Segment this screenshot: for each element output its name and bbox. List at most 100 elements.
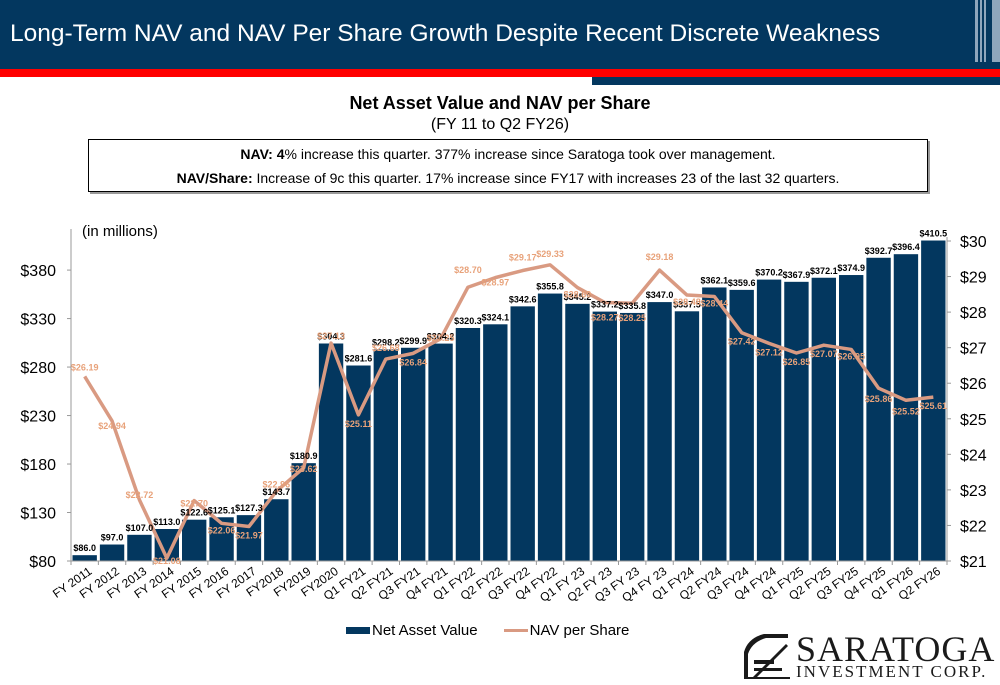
bar [455, 327, 481, 561]
summary-box: NAV: 4% increase this quarter. 377% incr… [88, 139, 928, 192]
line-value-label: $27.25 [427, 333, 455, 343]
line-value-label: $22.96 [263, 479, 291, 489]
logo-name: SARATOGA [796, 629, 996, 669]
bar-value-label: $299.9 [399, 336, 427, 346]
line-value-label: $28.48 [673, 297, 701, 307]
left-tick-label: $180 [20, 457, 56, 474]
bar-value-label: $143.7 [263, 487, 291, 497]
bar [702, 287, 727, 561]
header-decoration [980, 0, 982, 62]
left-tick-label: $80 [29, 554, 56, 571]
legend-label-nav-per-share: NAV per Share [529, 622, 630, 639]
left-tick-label: $330 [20, 312, 56, 329]
bar [565, 303, 590, 561]
bar-value-label: $374.9 [837, 263, 865, 273]
bar [756, 279, 782, 561]
bar [811, 277, 836, 561]
line-value-label: $28.25 [618, 313, 646, 323]
bar-value-label: $180.9 [290, 451, 318, 461]
bar-value-label: $97.0 [101, 533, 124, 543]
nav-summary-label: NAV: [240, 146, 273, 162]
right-tick-label: $24 [960, 447, 987, 464]
bar [291, 463, 316, 561]
line-series [83, 263, 934, 560]
legend-swatch-line [503, 629, 528, 632]
data-labels: $86.0 $97.0$107.0$113.0$122.6 $125.1 $127.3… [71, 229, 947, 567]
bar [483, 324, 508, 561]
blue-accent-stripe [592, 77, 1000, 85]
right-tick-label: $23 [960, 483, 987, 500]
bar-value-label: $355.8 [536, 282, 564, 292]
line-value-label: $28.70 [454, 265, 482, 275]
bar-value-label: $304.2 [427, 332, 455, 342]
bar [647, 302, 672, 561]
saratoga-logo: SARATOGA INVESTMENT CORP. [740, 629, 996, 681]
line-value-label: $27.12 [755, 347, 783, 357]
logo-emblem-icon [744, 634, 790, 679]
chart-subtitle: (FY 11 to Q2 FY26) [430, 116, 570, 133]
bar-value-label: $337.2 [591, 300, 619, 310]
line-value-label: $26.84 [399, 357, 427, 367]
bar-value-label: $410.5 [920, 229, 948, 239]
line-value-label: $22.06 [208, 525, 236, 535]
units-label: (in millions) [82, 223, 158, 240]
red-accent-stripe [0, 69, 1000, 77]
bar-value-label: $392.7 [865, 246, 893, 256]
bar-value-label: $396.4 [892, 242, 920, 252]
bar-value-label: $359.6 [728, 278, 756, 288]
logo-subtitle: INVESTMENT CORP. [796, 662, 988, 681]
bar-value-label: $335.8 [618, 301, 646, 311]
line-value-label: $28.44 [701, 298, 729, 308]
line-value-label: $28.97 [482, 278, 510, 288]
right-tick-label: $28 [960, 305, 987, 322]
left-tick-label: $130 [20, 506, 56, 523]
bar [373, 349, 398, 561]
bar-value-label: $345.2 [564, 292, 592, 302]
nav-share-summary: NAV/Share: Increase of 9c this quarter. … [89, 170, 927, 186]
line-value-label: $29.18 [646, 252, 674, 262]
line-value-label: $22.70 [180, 499, 208, 509]
line-value-label: $28.27 [591, 313, 619, 323]
right-tick-label: $26 [960, 376, 987, 393]
left-tick-label: $280 [20, 360, 56, 377]
line-value-label: $26.19 [71, 362, 99, 372]
line-value-label: $29.17 [509, 253, 537, 263]
legend-item-nav: Net Asset Value [346, 622, 478, 639]
title-bar: Long-Term NAV and NAV Per Share Growth D… [0, 0, 1000, 69]
bar-value-label: $298.2 [372, 337, 400, 347]
header-decoration [975, 0, 978, 62]
line-value-label: $23.62 [290, 464, 318, 474]
bar-value-label: $122.6 [180, 508, 208, 518]
bar [428, 343, 453, 561]
right-tick-label: $25 [960, 412, 987, 429]
header-decoration [984, 0, 986, 62]
left-tick-label: $380 [20, 263, 56, 280]
bar-value-label: $324.1 [482, 312, 510, 322]
bar-value-label: $127.3 [235, 503, 263, 513]
line-value-label: $25.52 [892, 406, 920, 416]
bar-value-label: $281.6 [345, 354, 373, 364]
legend-item-nav-per-share: NAV per Share [503, 622, 630, 639]
nav-share-summary-text: Increase of 9c this quarter. 17% increas… [252, 170, 840, 186]
left-tick-label: $230 [20, 409, 56, 426]
chart-title: Net Asset Value and NAV per Share [349, 93, 651, 113]
bar-value-label: $362.1 [701, 275, 729, 285]
bar-value-label: $107.0 [126, 523, 154, 533]
line-value-label: $29.33 [536, 249, 564, 259]
line-value-label: $27.07 [810, 349, 838, 359]
nav-summary-text: % increase this quarter. 377% increase s… [284, 146, 776, 162]
bar [510, 306, 535, 561]
nav-summary-value: 4 [276, 146, 285, 162]
line-value-label: $25.86 [865, 394, 893, 404]
bar-value-label: $113.0 [153, 517, 180, 527]
bar-value-label: $86.0 [73, 543, 96, 553]
header-decoration [992, 0, 1000, 62]
page-title: Long-Term NAV and NAV Per Share Growth D… [10, 20, 881, 47]
right-tick-label: $21 [960, 554, 987, 571]
nav-per-share-line [83, 263, 934, 560]
bar [893, 254, 919, 562]
bar [866, 257, 891, 561]
bar-value-label: $304.3 [317, 331, 345, 341]
line-value-label: $26.68 [372, 343, 400, 353]
